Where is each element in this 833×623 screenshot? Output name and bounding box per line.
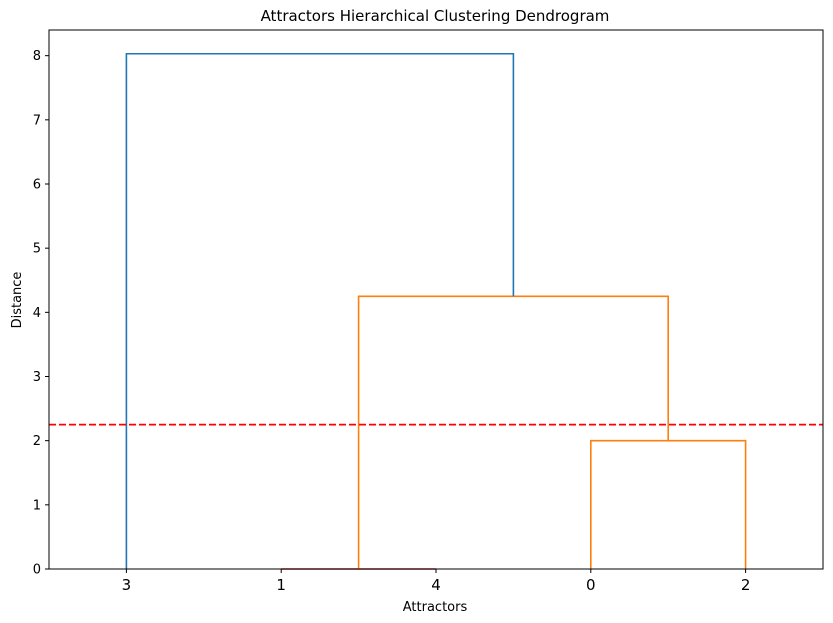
dendrogram-link-1: [590, 439, 747, 569]
y-tick-label-4: 4: [33, 306, 41, 321]
y-tick-label-7: 7: [33, 113, 41, 128]
y-tick-label-8: 8: [33, 49, 41, 64]
x-axis-label: Attractors: [403, 600, 468, 615]
y-tick-label-1: 1: [33, 498, 41, 513]
x-tick-label-2: 2: [741, 576, 751, 594]
y-tick-label-0: 0: [33, 563, 41, 578]
axis-ticks: 0 1 2 3 4 5 6 7 8 3 1 4 0 2: [33, 49, 751, 594]
x-tick-label-1: 1: [276, 576, 286, 594]
x-tick-label-0: 0: [586, 576, 596, 594]
dendrogram-link-3: [125, 52, 515, 569]
y-tick-label-2: 2: [33, 434, 41, 449]
x-tick-label-4: 4: [431, 576, 441, 594]
x-tick-label-3: 3: [122, 576, 132, 594]
dendrogram-link-2: [357, 295, 669, 569]
y-tick-label-5: 5: [33, 242, 41, 257]
plot-frame: [48, 29, 824, 570]
chart-title: Attractors Hierarchical Clustering Dendr…: [261, 7, 610, 25]
y-axis-label: Distance: [10, 272, 25, 329]
y-tick-label-6: 6: [33, 178, 41, 193]
dendrogram-links: [125, 52, 747, 570]
y-tick-label-3: 3: [33, 370, 41, 385]
